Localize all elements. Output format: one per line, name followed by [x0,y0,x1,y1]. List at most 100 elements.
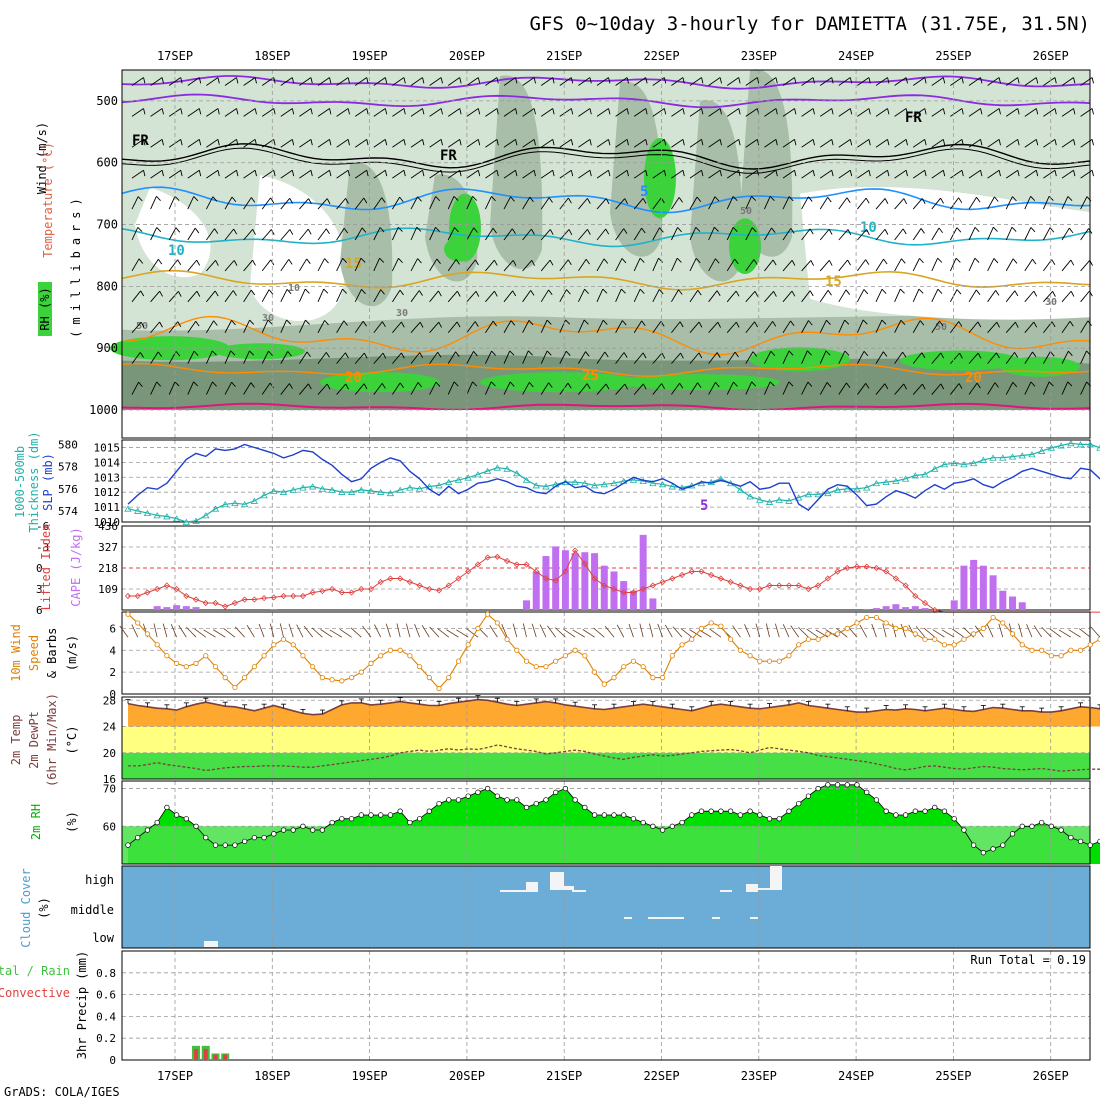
li-marker [766,582,773,589]
wind-barb [671,321,681,334]
wind-barb-flag [510,320,516,326]
wind-barb [392,382,401,395]
wind-barb [503,77,516,86]
wind-barb [299,228,309,241]
wind-barb-flag [756,139,760,146]
surface-wind-barb [554,627,566,638]
wind-barb [187,227,196,241]
wind-barb-flag [903,198,908,205]
surface-wind-barb [798,627,809,638]
li-marker [329,585,336,593]
wind-barb [987,169,1000,179]
wind-barb [503,169,516,179]
wind-barb [745,381,753,395]
thickness-marker [143,509,152,517]
wind-speed-marker [1048,653,1055,659]
wind-barb-flag [381,321,386,328]
wind-barb [596,198,607,210]
wind-barb [819,138,833,148]
wind-barb-flag [791,290,796,297]
wind-barb-flag [1015,321,1019,328]
wind-barb [206,77,219,86]
surface-wind-barb [1058,629,1072,638]
wind-barb-flag [939,320,944,327]
wind-barb [615,169,628,179]
surface-wind-barb [699,629,712,638]
surface-wind-barb [522,623,527,638]
wind-barb-flag [546,319,552,325]
wind-barb-flag [603,258,609,264]
wind-barb [596,77,609,86]
temp2m-label-c: (6hr Min/Max) [45,693,59,787]
wind-barb [503,228,513,241]
rh-marker [533,800,539,807]
wind-barb [410,77,423,86]
thickness-marker [542,483,550,490]
wind-barb-flag [701,108,704,115]
wind-barb [1080,320,1089,333]
li-marker [183,592,190,600]
wind-barb [410,196,418,210]
wind-barb-flag [769,381,775,387]
wind-barb [708,77,721,86]
wind-barb-flag [905,77,908,84]
wind-barb [894,169,907,179]
wind-barb-flag [492,320,497,327]
rh-marker [912,808,918,814]
wind-barb [801,138,814,148]
rh-marker [1039,819,1045,826]
wind-barb-flag [921,198,926,204]
li-marker [912,592,919,600]
wind-barb [540,229,551,241]
li-marker [572,547,579,554]
wind-barb [150,259,159,272]
wind-barb-flag [310,108,313,115]
wind-barb [280,108,293,117]
cape-bar [182,606,190,610]
wind-barb [894,258,902,272]
wind-barb [875,169,888,179]
surface-wind-barb [311,627,323,638]
wind-barb-flag [291,77,295,84]
surface-wind-barb [501,624,508,638]
wind-barb-flag [680,352,684,359]
wind-barb [578,383,588,395]
wind-barb-flag [719,170,722,177]
wind-barb-flag [604,351,609,358]
surface-wind-barb [446,629,459,638]
wind-barb-flag [249,319,255,325]
wind-barb [726,351,736,364]
wind-speed-marker [796,642,802,648]
wind-barb-flag [905,108,908,115]
wind-barb [764,77,777,86]
wind-barb [373,227,381,241]
thickness-marker [717,475,725,482]
wind-barb-flag [567,382,572,389]
rh-marker [844,782,850,788]
wind-barb [726,138,740,148]
wind-barb-flag [865,197,870,204]
wind-barb [931,77,944,86]
li-marker [921,599,929,607]
wind-barb [1024,258,1033,272]
wind-barb-flag [217,108,220,115]
wind-barb [224,228,235,241]
wind-barb [354,197,365,210]
wind-barb-flag [974,257,980,263]
wind-barb-flag [510,196,515,202]
wind-barb-flag [621,288,626,294]
wind-barb-flag [866,229,870,235]
wind-barb [857,229,867,241]
li-marker [445,582,452,589]
thickness-marker [1086,441,1094,448]
wind-barb [187,350,195,364]
wind-barb-flag [214,290,219,297]
wind-barb-flag [1067,381,1073,387]
wind-barb-flag [269,382,274,389]
wind-barb-flag [642,198,647,204]
wind-barb-flag [533,77,536,84]
rh-marker [455,797,462,803]
wind-barb-flag [775,170,778,177]
cape-bar [649,598,657,610]
wind-barb [243,77,256,86]
